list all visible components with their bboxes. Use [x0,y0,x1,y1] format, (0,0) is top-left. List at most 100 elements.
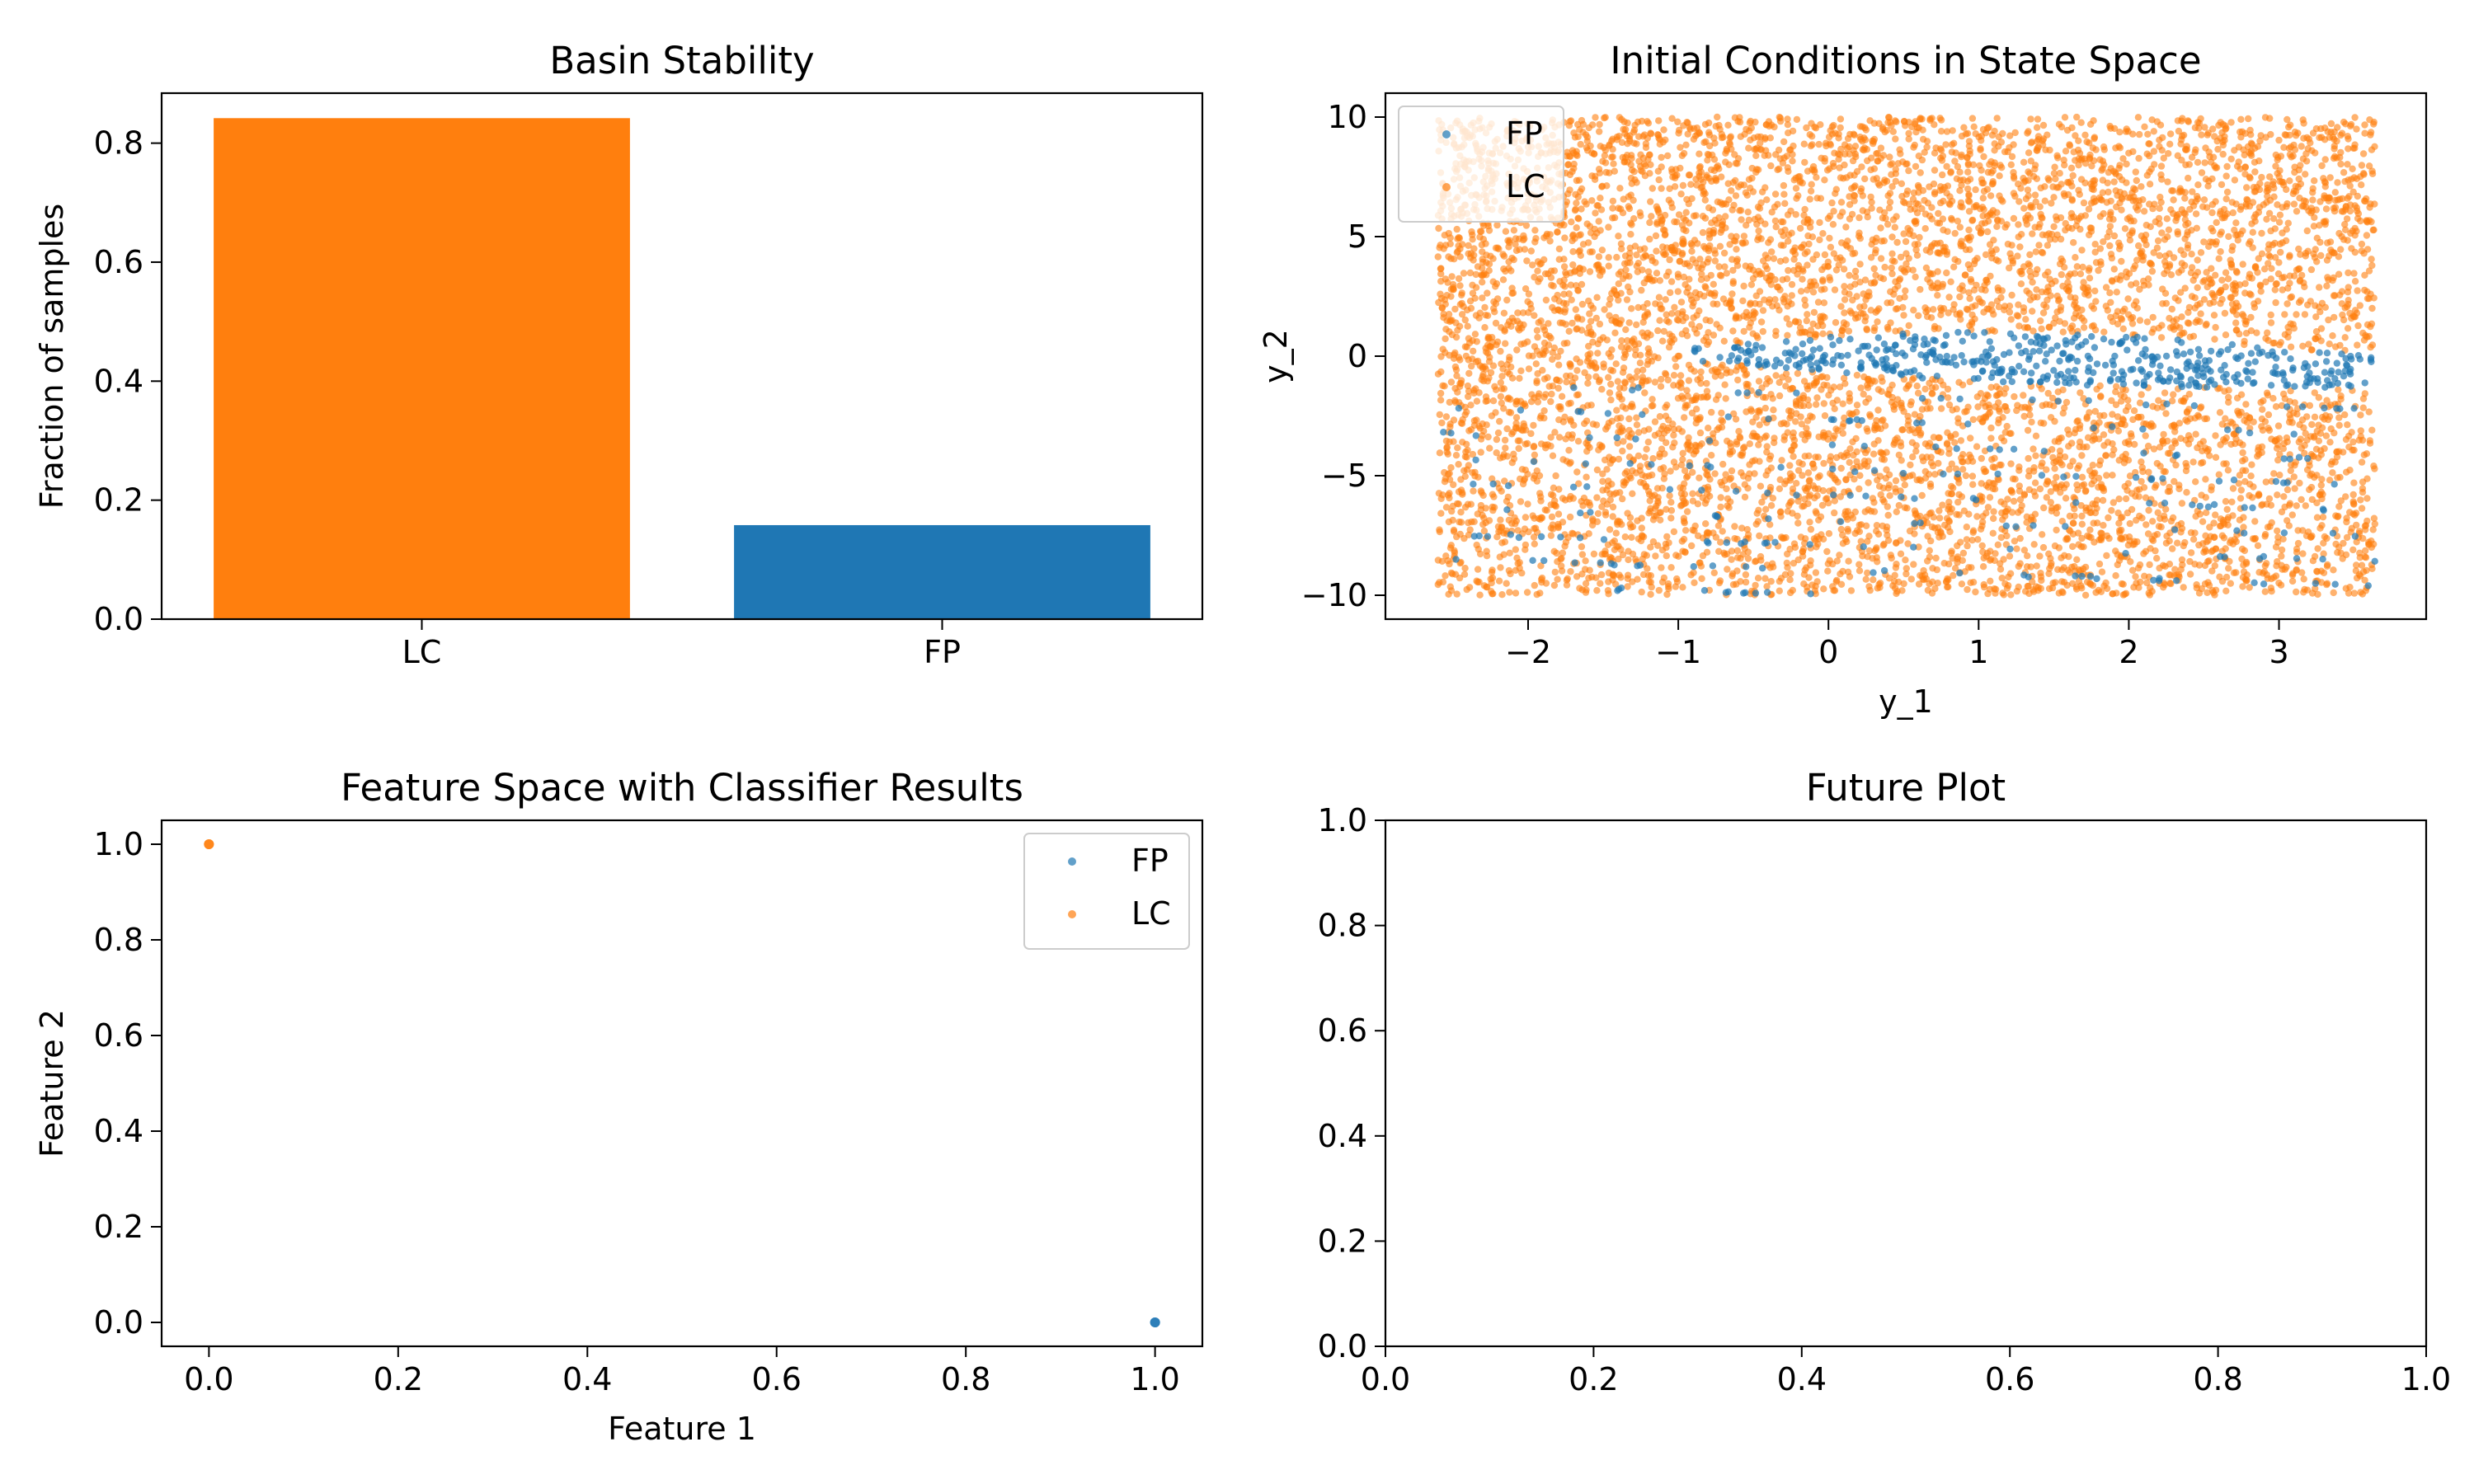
point-lc [2077,389,2084,397]
point-lc [2337,392,2345,400]
point-lc [2022,316,2030,323]
point-lc [2073,556,2081,563]
point-lc [2083,413,2091,420]
point-lc [1435,224,1442,232]
point-lc [2007,591,2015,599]
point-lc [2218,181,2226,189]
point-lc [1585,124,1593,132]
point-lc [1968,115,1977,122]
point-lc [1468,362,1475,370]
point-lc [2130,584,2138,591]
point-lc [2222,172,2230,180]
point-lc [2144,442,2152,450]
point-lc [1666,185,1673,192]
point-lc [1618,139,1626,146]
point-lc [1703,471,1710,478]
point-lc [1592,314,1601,322]
point-lc [1590,550,1598,558]
point-lc [1954,498,1962,506]
point-lc [1841,296,1849,303]
point-lc [2114,427,2123,434]
point-lc [1545,332,1554,340]
point-lc [1884,503,1891,510]
point-lc [1856,472,1864,479]
point-lc [2286,177,2293,185]
point-lc [2276,211,2284,218]
point-lc [1895,501,1903,510]
point-lc [1664,580,1672,588]
point-lc [2086,151,2094,159]
point-lc [2249,244,2256,251]
point-lc [2150,128,2157,135]
y-tick-label: 0.8 [94,125,143,162]
point-lc [1814,298,1823,306]
point-lc [1861,175,1869,183]
point-lc [1500,309,1508,317]
point-lc [2313,499,2321,507]
point-lc [1614,378,1622,385]
point-lc [2156,251,2163,260]
point-lc [1554,306,1562,314]
point-lc [2015,233,2022,241]
point-lc [1496,417,1503,425]
point-lc [1677,298,1686,306]
point-lc [2155,214,2163,223]
point-lc [2220,460,2227,467]
point-lc [2142,521,2150,528]
point-lc [1839,209,1846,216]
point-lc [2078,155,2086,162]
point-lc [1960,124,1968,131]
point-lc [1756,300,1763,308]
point-lc [2317,124,2325,133]
point-lc [2158,176,2166,183]
point-lc [1646,218,1653,227]
point-lc [1673,578,1681,585]
point-lc [1806,131,1813,139]
point-lc [1910,561,1917,568]
point-lc [1999,198,2006,205]
point-lc [2359,404,2367,411]
point-lc [1870,450,1878,458]
point-lc [1800,218,1808,226]
point-lc [1813,195,1821,202]
point-lc [2080,324,2088,331]
point-lc [2157,193,2164,201]
point-lc [1728,232,1735,240]
point-lc [1555,361,1563,369]
point-lc [2168,397,2176,405]
point-lc [1837,525,1845,533]
point-lc [1877,255,1885,262]
point-lc [1597,571,1606,579]
point-lc [1497,564,1504,571]
point-lc [1861,124,1869,132]
point-lc [1874,530,1883,538]
point-lc [1780,232,1787,239]
point-lc [1513,346,1521,354]
point-lc [2020,392,2027,399]
point-lc [1820,585,1827,593]
point-lc [1907,461,1914,469]
point-lc [1887,319,1894,326]
point-lc [1991,454,1998,462]
point-lc [1893,508,1900,515]
point-lc [2004,495,2011,503]
point-lc [1977,525,1985,533]
point-lc [2225,398,2232,406]
point-lc [1790,453,1797,460]
point-lc [2307,265,2316,274]
point-lc [1689,497,1697,505]
point-lc [1666,492,1673,500]
point-lc [1711,139,1719,147]
point-lc [1965,564,1973,571]
point-lc [1486,354,1493,361]
point-lc [1607,380,1615,388]
point-lc [2323,282,2331,290]
point-lc [2316,524,2324,532]
point-lc [2143,318,2152,326]
point-lc [2271,239,2279,247]
point-lc [1860,144,1869,152]
point-lc [1924,586,1932,594]
point-lc [2046,401,2053,409]
point-lc [1574,438,1583,445]
point-lc [2320,539,2327,547]
